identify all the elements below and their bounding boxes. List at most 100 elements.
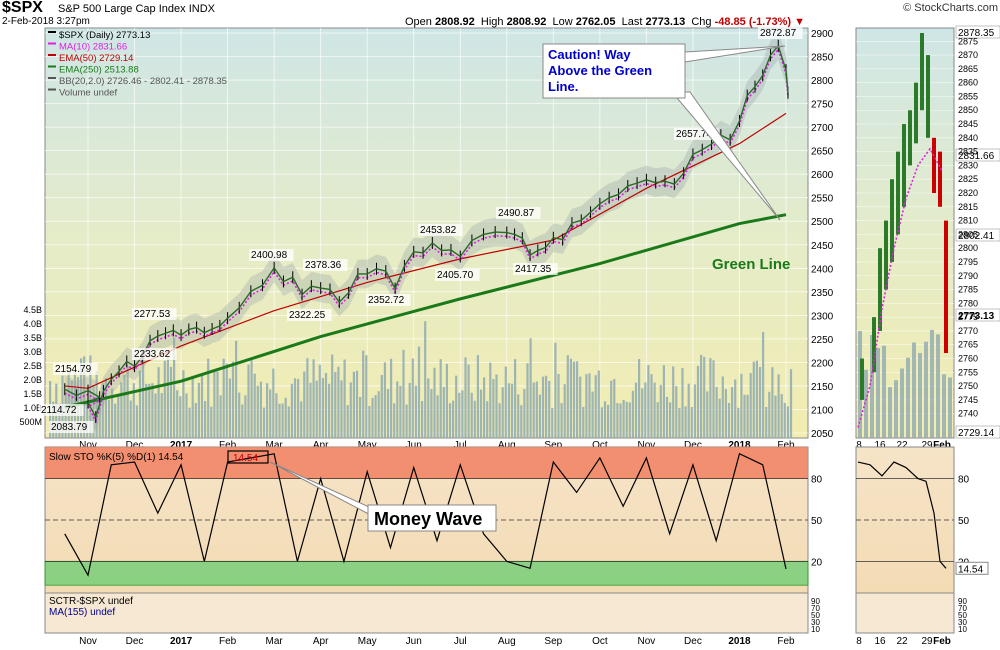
legend-entry: MA(10) 2831.66 [59,42,127,53]
y-tick-label: 2750 [811,100,834,111]
zoom-tick-label: 2860 [958,78,978,88]
open-label: Open [405,16,432,28]
zoom-candle [902,124,906,207]
volume-bar [507,383,510,438]
volume-bar [495,374,498,438]
zoom-tick-label: 2850 [958,105,978,115]
zoom-candle [884,220,888,290]
x-tick-label: 2018 [728,440,751,451]
volume-bar [306,358,309,438]
volume-bar [498,403,501,438]
volume-bar [681,368,684,438]
chg-label: Chg [691,16,712,28]
zoom-tick-label: 2825 [958,174,978,184]
price-segment [273,267,285,282]
right-price-label: 2831.66 [958,151,995,162]
volume-bar [768,391,771,438]
volume-bar [386,389,390,438]
y-tick-label: 2900 [811,29,834,40]
volume-bar [585,374,588,438]
bars-icon [48,88,56,91]
price-segment [545,237,554,249]
x-tick-label: May [358,440,377,451]
volume-bar [222,358,225,438]
volume-bar [213,369,216,438]
zoom-candle [926,55,930,138]
price-segment [673,172,685,185]
zoom-volume-bar [912,342,916,438]
volume-bar [297,378,300,438]
volume-bar [703,356,706,438]
volume-bar [445,363,448,438]
zoom-tick-label: 2815 [958,202,978,212]
price-segment [506,231,515,236]
price-annotation: 2352.72 [368,295,405,306]
volume-bar [700,354,703,438]
sctr-x-label: May [358,636,377,647]
zoom-x-label: 22 [896,440,908,451]
sctr-tick-label: 10 [811,625,820,634]
volume-bar [166,357,169,438]
volume-bar [309,382,312,438]
price-segment [102,378,112,392]
sctr-zoom-x-label: 16 [874,636,886,647]
volume-bar [789,369,793,438]
sto-level-label: 20 [811,557,823,568]
x-tick-label: Mar [266,440,284,451]
volume-bar [132,383,135,438]
zoom-tick-label: 2775 [958,312,978,322]
price-segment [580,211,592,221]
zoom-volume-bar [864,369,868,438]
volume-bar [641,388,644,438]
volume-bar [780,394,783,438]
price-annotation: 2114.72 [41,405,77,416]
volume-bar [98,398,101,438]
volume-bar [58,403,61,438]
volume-bar [284,397,287,438]
zoom-volume-bar [900,368,904,438]
volume-bar [762,332,765,438]
volume-bar [417,346,421,438]
zoom-candle [908,110,912,166]
chart-date: 2-Feb-2018 3:27pm [2,16,90,27]
sctr-tick-label: 90 [811,597,820,606]
x-tick-label: Jul [454,440,467,451]
price-segment [720,134,731,141]
volume-bar [777,374,780,438]
right-price-label: 2878.35 [958,28,995,39]
price-segment [450,249,461,258]
oversold-zone [44,560,809,586]
volume-bar [647,365,650,438]
volume-bar [696,365,700,438]
zoom-tick-label: 2745 [958,395,978,405]
volume-bar [786,406,789,438]
volume-bar [346,405,349,438]
volume-bar [334,372,337,438]
volume-bar [405,404,408,438]
sto-value-box [227,450,269,464]
sctr-x-label: 2017 [170,636,193,647]
price-segment [618,185,629,195]
price-segment [746,86,756,97]
price-segment [87,402,97,418]
price-annotation: 2400.98 [251,250,288,261]
volume-bar [377,391,380,438]
volume-bar [520,405,523,438]
zoom-tick-label: 2865 [958,64,978,74]
price-segment [204,328,213,334]
legend-entry: EMA(50) 2729.14 [59,53,133,64]
volume-bar [665,396,669,438]
volume-tick-label: 1.0B [23,403,42,413]
volume-bar [154,393,157,438]
volume-bar [659,384,662,438]
money-wave-text: Money Wave [374,509,482,529]
x-tick-label: 2017 [170,440,193,451]
volume-bar [644,382,647,438]
volume-bar [318,364,321,438]
volume-bar [355,370,359,438]
price-segment [529,249,539,256]
zoom-volume-bar [882,345,886,438]
legend-entry: BB(20,2.0) 2726.46 - 2802.41 - 2878.35 [59,76,227,87]
price-segment [292,276,303,295]
high-value: 2808.92 [506,16,547,28]
